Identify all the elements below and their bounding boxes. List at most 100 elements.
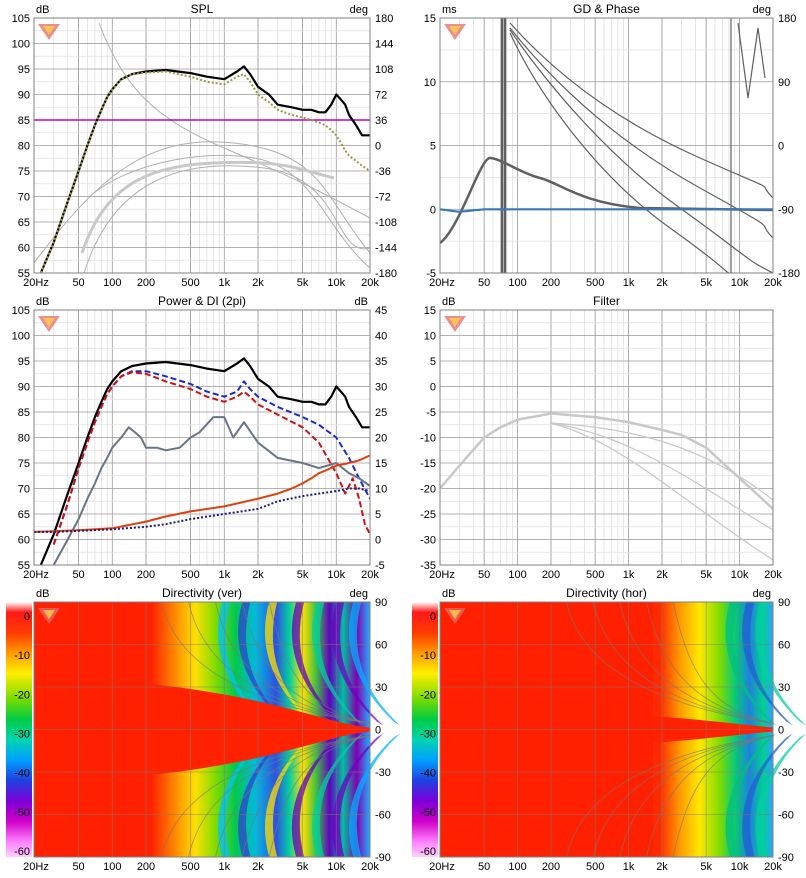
right-axis-tick-label: 40 xyxy=(375,331,387,343)
right-axis-tick-label: -5 xyxy=(375,560,385,572)
chart-title: GD & Phase xyxy=(573,2,640,16)
x-axis-tick-label: 20k xyxy=(764,861,782,873)
x-axis-tick-label: 100 xyxy=(508,569,526,581)
x-axis-tick-label: 100 xyxy=(103,277,121,289)
x-axis-tick-label: 5k xyxy=(700,569,712,581)
heatmap-contour xyxy=(161,735,371,858)
left-axis-tick-label: 10 xyxy=(424,331,436,343)
x-axis-tick-label: 20k xyxy=(361,277,379,289)
colorbar-tick-label: -60 xyxy=(14,846,30,858)
x-axis-tick-label: 10k xyxy=(327,569,345,581)
power-di-chart: 1051009590858075706560554540353025201510… xyxy=(12,294,388,581)
x-axis-tick-label: 2k xyxy=(656,569,668,581)
left-axis-tick-label: -15 xyxy=(420,458,436,470)
x-axis-tick-label: 2k xyxy=(656,277,668,289)
heatmap-contour xyxy=(566,601,774,724)
right-axis-tick-label: 108 xyxy=(375,64,393,76)
right-axis-tick-label: -180 xyxy=(778,268,800,280)
app-logo-icon xyxy=(38,608,60,624)
series-line-1 xyxy=(39,70,370,273)
off-axis-curve xyxy=(98,22,370,219)
right-axis-tick-label: 0 xyxy=(778,725,784,737)
app-logo-icon xyxy=(444,24,466,40)
right-axis-tick-label: 35 xyxy=(375,356,387,368)
off-axis-curve xyxy=(83,165,370,273)
heatmap-contour xyxy=(672,735,774,858)
group-delay-phase-curve xyxy=(737,22,766,99)
x-axis-tick-label: 5k xyxy=(700,861,712,873)
x-axis-tick-label: 5k xyxy=(297,569,309,581)
x-axis-tick-label: 2k xyxy=(252,277,264,289)
group-delay-phase-curve xyxy=(440,156,773,244)
x-axis-tick-label: 20Hz xyxy=(23,277,49,289)
x-axis-tick-label: 50 xyxy=(478,861,490,873)
heatmap-lobe xyxy=(348,733,401,857)
right-axis-tick-label: 60 xyxy=(778,640,790,652)
group-delay-phase-curve xyxy=(509,29,773,273)
x-axis-tick-label: 200 xyxy=(137,569,155,581)
left-axis-tick-label: 85 xyxy=(18,407,30,419)
right-axis-tick-label: 30 xyxy=(778,682,790,694)
x-axis-tick-label: 1k xyxy=(623,277,635,289)
colorbar-tick-label: -50 xyxy=(420,807,436,819)
x-axis-tick-label: 100 xyxy=(103,569,121,581)
x-axis-tick-label: 100 xyxy=(508,277,526,289)
left-axis-tick-label: 105 xyxy=(12,305,30,317)
plot-border xyxy=(33,17,371,274)
heatmap-lobe xyxy=(291,733,344,857)
group-delay-phase-curve xyxy=(500,18,507,273)
colorbar-tick-label: -10 xyxy=(420,650,436,662)
left-axis-tick-label: 60 xyxy=(18,243,30,255)
x-axis-tick-label: 50 xyxy=(72,861,84,873)
right-axis-tick-label: 45 xyxy=(375,305,387,317)
right-axis-tick-label: -30 xyxy=(375,767,391,779)
heatmap-contour xyxy=(566,735,774,858)
series-line-4 xyxy=(34,454,370,533)
right-axis-tick-label: 144 xyxy=(375,39,393,51)
heatmap-lobe xyxy=(742,733,793,857)
colorbar-tick-label: -60 xyxy=(420,846,436,858)
left-axis-tick-label: 0 xyxy=(430,382,436,394)
left-axis-tick-label: 5 xyxy=(430,141,436,153)
heatmap-contour xyxy=(241,735,371,858)
filter-curve xyxy=(549,422,773,501)
heatmap-contour xyxy=(215,735,371,858)
left-axis-tick-label: -5 xyxy=(426,268,436,280)
x-axis-tick-label: 5k xyxy=(297,861,309,873)
x-axis-tick-label: 100 xyxy=(508,861,526,873)
x-axis-tick-label: 1k xyxy=(623,569,635,581)
x-axis-tick-label: 200 xyxy=(137,861,155,873)
x-axis-tick-label: 500 xyxy=(181,569,199,581)
left-axis-tick-label: 65 xyxy=(18,509,30,521)
chart-title: Directivity (hor) xyxy=(566,586,647,600)
colorbar-tick-label: -10 xyxy=(14,650,30,662)
left-axis-tick-label: -25 xyxy=(420,509,436,521)
right-axis-tick-label: -90 xyxy=(778,852,794,864)
colorbar-tick-label: -20 xyxy=(14,689,30,701)
directivity-hor-chart: 0 -10 -20 -30 -40 -50 -60 90 60 30 0 -30 -60 -90 Direc… xyxy=(412,586,806,873)
right-axis-tick-label: 0 xyxy=(375,141,381,153)
x-axis-tick-label: 20Hz xyxy=(429,569,455,581)
right-axis-tick-label: 25 xyxy=(375,407,387,419)
right-axis-tick-label: 20 xyxy=(375,433,387,445)
left-axis-unit: dB xyxy=(442,588,455,600)
left-axis-tick-label: 100 xyxy=(12,331,30,343)
heatmap-contour xyxy=(241,601,371,724)
heatmap-lobe xyxy=(348,602,401,726)
colorbar-tick-label: -30 xyxy=(14,729,30,741)
right-axis-tick-label: 5 xyxy=(375,509,381,521)
right-axis-unit: deg xyxy=(350,588,368,600)
off-axis-curve xyxy=(93,154,370,269)
series-group xyxy=(34,357,370,565)
right-axis-tick-label: -180 xyxy=(375,268,397,280)
right-axis-tick-label: 72 xyxy=(375,90,387,102)
heatmap-contour xyxy=(215,601,371,724)
series-line-0 xyxy=(440,208,773,213)
x-axis-tick-label: 1k xyxy=(218,277,230,289)
x-axis-tick-label: 500 xyxy=(181,277,199,289)
x-axis-tick-label: 1k xyxy=(218,569,230,581)
left-axis-tick-label: -20 xyxy=(420,484,436,496)
